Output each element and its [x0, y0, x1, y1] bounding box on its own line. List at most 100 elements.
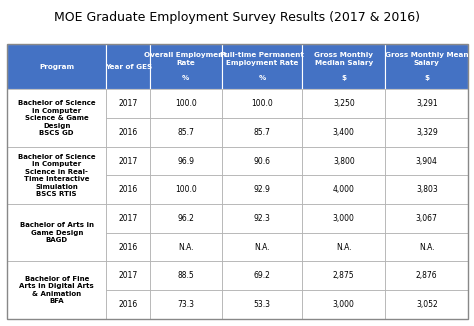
Text: Year of GES: Year of GES	[105, 64, 152, 70]
Text: Full-time Permanent
Employment Rate

%: Full-time Permanent Employment Rate %	[220, 52, 304, 81]
Text: 96.2: 96.2	[177, 214, 194, 223]
Bar	[106, 261, 150, 290]
Text: 2,875: 2,875	[333, 271, 355, 280]
Text: 3,400: 3,400	[333, 128, 355, 137]
Text: 69.2: 69.2	[254, 271, 270, 280]
Bar	[150, 290, 221, 319]
Text: 3,291: 3,291	[416, 99, 438, 108]
Text: 2016: 2016	[118, 185, 138, 194]
Text: 96.9: 96.9	[177, 156, 194, 166]
Text: Bachelor of Arts in
Game Design
BAGD: Bachelor of Arts in Game Design BAGD	[20, 222, 94, 243]
Bar	[385, 147, 468, 175]
Bar	[150, 204, 221, 233]
Text: Overall Employment
Rate

%: Overall Employment Rate %	[145, 52, 227, 81]
Bar	[221, 118, 302, 147]
Text: 2017: 2017	[118, 214, 138, 223]
Text: 3,904: 3,904	[416, 156, 438, 166]
Bar	[385, 261, 468, 290]
Text: N.A.: N.A.	[336, 243, 352, 252]
Text: 88.5: 88.5	[177, 271, 194, 280]
Bar	[221, 89, 302, 118]
Text: Bachelor of Science
in Computer
Science & Game
Design
BSCS GD: Bachelor of Science in Computer Science …	[18, 100, 95, 136]
Bar	[221, 147, 302, 175]
Bar	[150, 89, 221, 118]
Text: 53.3: 53.3	[254, 300, 271, 309]
Bar	[221, 233, 302, 261]
Text: 3,800: 3,800	[333, 156, 355, 166]
Bar	[150, 147, 221, 175]
Bar	[150, 175, 221, 204]
Bar	[106, 175, 150, 204]
Text: 2016: 2016	[118, 300, 138, 309]
Bar	[7, 261, 106, 319]
Text: 85.7: 85.7	[254, 128, 270, 137]
Text: 3,000: 3,000	[333, 300, 355, 309]
Bar	[150, 44, 221, 89]
Text: Bachelor of Fine
Arts in Digital Arts
& Animation
BFA: Bachelor of Fine Arts in Digital Arts & …	[19, 276, 94, 304]
Text: 2016: 2016	[118, 243, 138, 252]
Text: 3,250: 3,250	[333, 99, 355, 108]
Bar	[302, 204, 385, 233]
Text: Bachelor of Science
in Computer
Science in Real-
Time Interactive
Simulation
BSC: Bachelor of Science in Computer Science …	[18, 154, 95, 197]
Bar	[221, 175, 302, 204]
Text: 3,052: 3,052	[416, 300, 438, 309]
Bar	[106, 204, 150, 233]
Text: 90.6: 90.6	[254, 156, 271, 166]
Bar	[385, 233, 468, 261]
Text: 100.0: 100.0	[175, 99, 197, 108]
Text: 2017: 2017	[118, 271, 138, 280]
Text: N.A.: N.A.	[419, 243, 435, 252]
Bar	[221, 261, 302, 290]
Bar	[106, 44, 150, 89]
Bar	[106, 290, 150, 319]
Bar	[150, 261, 221, 290]
Bar	[302, 175, 385, 204]
Text: 2017: 2017	[118, 156, 138, 166]
Bar	[302, 147, 385, 175]
Bar	[221, 204, 302, 233]
Bar	[150, 233, 221, 261]
Bar	[302, 290, 385, 319]
Text: 3,000: 3,000	[333, 214, 355, 223]
Bar	[7, 147, 106, 204]
Bar	[7, 44, 468, 319]
Bar	[302, 233, 385, 261]
Text: 100.0: 100.0	[251, 99, 273, 108]
Bar	[385, 175, 468, 204]
Bar	[302, 89, 385, 118]
Text: Program: Program	[39, 64, 74, 70]
Text: N.A.: N.A.	[178, 243, 194, 252]
Bar	[150, 118, 221, 147]
Text: MOE Graduate Employment Survey Results (2017 & 2016): MOE Graduate Employment Survey Results (…	[54, 11, 420, 24]
Text: 92.3: 92.3	[254, 214, 270, 223]
Bar	[385, 44, 468, 89]
Text: 3,067: 3,067	[416, 214, 438, 223]
Text: 85.7: 85.7	[177, 128, 194, 137]
Text: Gross Monthly Mean
Salary

$: Gross Monthly Mean Salary $	[385, 52, 469, 81]
Bar	[385, 118, 468, 147]
Text: 3,329: 3,329	[416, 128, 438, 137]
Text: 100.0: 100.0	[175, 185, 197, 194]
Text: 92.9: 92.9	[254, 185, 270, 194]
Bar	[7, 204, 106, 261]
Bar	[106, 89, 150, 118]
Bar	[385, 89, 468, 118]
Bar	[302, 118, 385, 147]
Bar	[385, 204, 468, 233]
Bar	[106, 147, 150, 175]
Bar	[385, 290, 468, 319]
Text: 3,803: 3,803	[416, 185, 438, 194]
Text: N.A.: N.A.	[254, 243, 270, 252]
Text: 4,000: 4,000	[333, 185, 355, 194]
Bar	[302, 44, 385, 89]
Bar	[7, 44, 106, 89]
Text: 73.3: 73.3	[177, 300, 194, 309]
Text: Gross Monthly
Median Salary

$: Gross Monthly Median Salary $	[314, 52, 374, 81]
Text: 2016: 2016	[118, 128, 138, 137]
Bar	[106, 233, 150, 261]
Bar	[221, 290, 302, 319]
Bar	[302, 261, 385, 290]
Text: 2,876: 2,876	[416, 271, 438, 280]
Text: 2017: 2017	[118, 99, 138, 108]
Bar	[7, 89, 106, 147]
